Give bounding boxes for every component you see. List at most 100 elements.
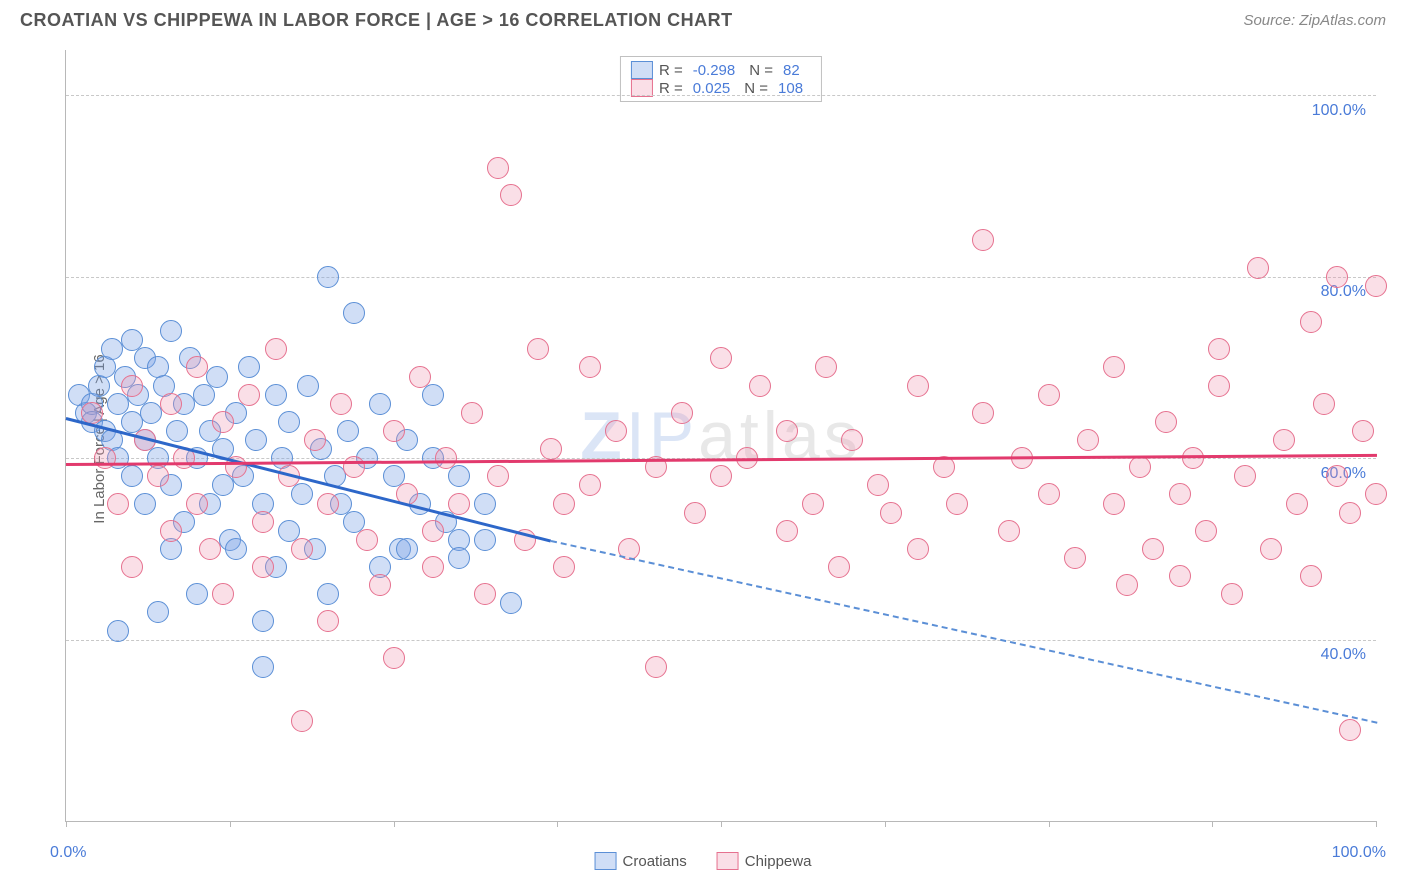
- data-point: [1038, 384, 1060, 406]
- data-point: [645, 656, 667, 678]
- data-point: [1352, 420, 1374, 442]
- data-point: [1103, 493, 1125, 515]
- data-point: [1286, 493, 1308, 515]
- gridline: [66, 95, 1376, 96]
- data-point: [81, 402, 103, 424]
- data-point: [1247, 257, 1269, 279]
- swatch-chippewa-icon: [717, 852, 739, 870]
- stats-n-value-chippewa: 108: [774, 80, 811, 97]
- trend-line: [66, 454, 1377, 466]
- data-point: [245, 429, 267, 451]
- data-point: [291, 538, 313, 560]
- data-point: [383, 647, 405, 669]
- data-point: [252, 610, 274, 632]
- data-point: [841, 429, 863, 451]
- data-point: [252, 556, 274, 578]
- legend-item-croatians: Croatians: [595, 852, 687, 870]
- data-point: [605, 420, 627, 442]
- data-point: [343, 456, 365, 478]
- data-point: [1038, 483, 1060, 505]
- data-point: [1365, 483, 1387, 505]
- data-point: [160, 520, 182, 542]
- data-point: [461, 402, 483, 424]
- stats-row-chippewa: R = 0.025 N = 108: [631, 79, 811, 97]
- y-tick-label: 40.0%: [1321, 646, 1366, 664]
- data-point: [684, 502, 706, 524]
- data-point: [553, 493, 575, 515]
- y-tick-label: 100.0%: [1312, 102, 1366, 120]
- data-point: [671, 402, 693, 424]
- data-point: [422, 520, 444, 542]
- data-point: [1208, 338, 1230, 360]
- stats-r-label: R =: [659, 62, 683, 79]
- swatch-chippewa: [631, 79, 653, 97]
- data-point: [121, 556, 143, 578]
- stats-r-value-croatians: -0.298: [689, 62, 744, 79]
- data-point: [1339, 502, 1361, 524]
- data-point: [343, 302, 365, 324]
- data-point: [134, 493, 156, 515]
- data-point: [186, 356, 208, 378]
- data-point: [1221, 583, 1243, 605]
- data-point: [998, 520, 1020, 542]
- swatch-croatians-icon: [595, 852, 617, 870]
- data-point: [1260, 538, 1282, 560]
- legend: Croatians Chippewa: [595, 852, 812, 870]
- plot-area: ZIPatlas R = -0.298 N = 82 R = 0.025 N =…: [65, 50, 1376, 822]
- x-tick: [557, 821, 558, 827]
- data-point: [107, 493, 129, 515]
- data-point: [972, 229, 994, 251]
- data-point: [396, 538, 418, 560]
- data-point: [1116, 574, 1138, 596]
- data-point: [186, 583, 208, 605]
- data-point: [474, 529, 496, 551]
- data-point: [140, 402, 162, 424]
- x-tick: [721, 821, 722, 827]
- data-point: [448, 493, 470, 515]
- data-point: [330, 393, 352, 415]
- data-point: [212, 583, 234, 605]
- data-point: [147, 465, 169, 487]
- x-tick: [1376, 821, 1377, 827]
- data-point: [304, 429, 326, 451]
- stats-n-label: N =: [749, 62, 773, 79]
- data-point: [107, 620, 129, 642]
- gridline: [66, 277, 1376, 278]
- data-point: [1155, 411, 1177, 433]
- stats-r-label: R =: [659, 80, 683, 97]
- data-point: [252, 656, 274, 678]
- data-point: [1234, 465, 1256, 487]
- data-point: [540, 438, 562, 460]
- x-tick: [1212, 821, 1213, 827]
- data-point: [972, 402, 994, 424]
- stats-row-croatians: R = -0.298 N = 82: [631, 61, 811, 79]
- legend-label-croatians: Croatians: [623, 853, 687, 870]
- data-point: [317, 610, 339, 632]
- x-axis-label-left: 0.0%: [50, 844, 86, 862]
- data-point: [278, 411, 300, 433]
- data-point: [317, 266, 339, 288]
- data-point: [1208, 375, 1230, 397]
- data-point: [206, 366, 228, 388]
- data-point: [1365, 275, 1387, 297]
- data-point: [815, 356, 837, 378]
- x-tick: [1049, 821, 1050, 827]
- data-point: [166, 420, 188, 442]
- data-point: [225, 538, 247, 560]
- data-point: [265, 338, 287, 360]
- stats-n-value-croatians: 82: [779, 62, 808, 79]
- data-point: [291, 710, 313, 732]
- data-point: [474, 493, 496, 515]
- data-point: [527, 338, 549, 360]
- data-point: [160, 393, 182, 415]
- data-point: [356, 529, 378, 551]
- legend-label-chippewa: Chippewa: [745, 853, 812, 870]
- trend-line: [550, 540, 1376, 724]
- stats-n-label: N =: [744, 80, 768, 97]
- data-point: [776, 520, 798, 542]
- data-point: [1313, 393, 1335, 415]
- gridline: [66, 640, 1376, 641]
- data-point: [212, 411, 234, 433]
- data-point: [238, 356, 260, 378]
- data-point: [147, 601, 169, 623]
